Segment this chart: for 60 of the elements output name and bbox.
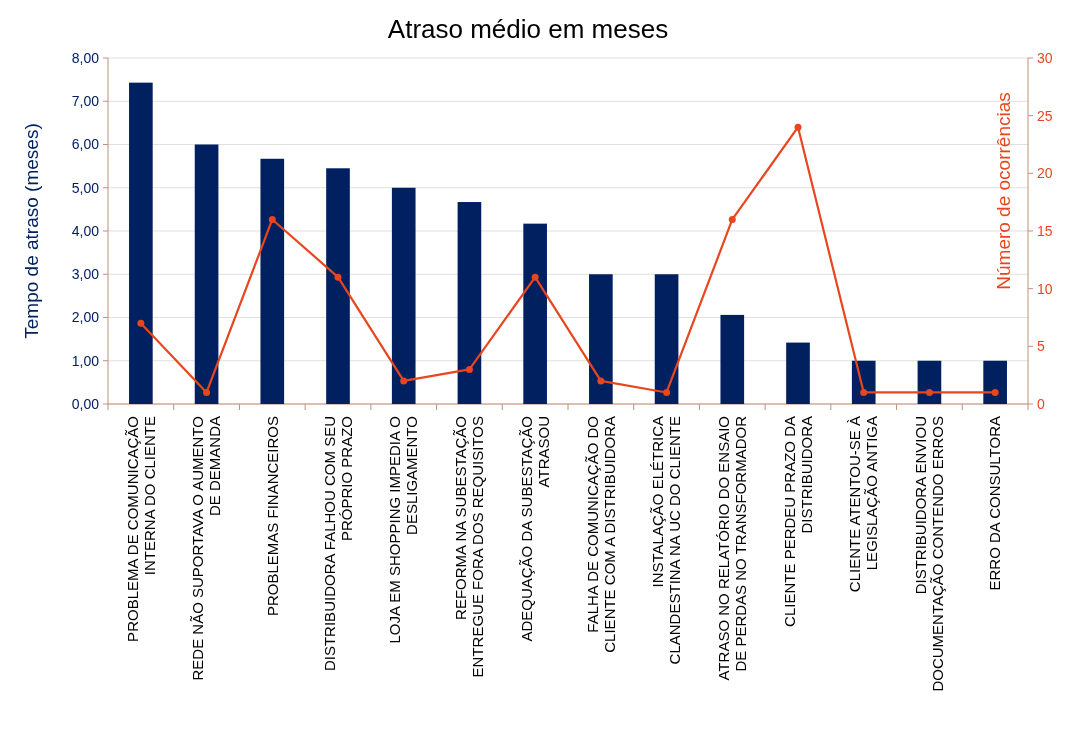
bar <box>326 168 350 404</box>
y-tick-label: 6,00 <box>71 136 100 153</box>
x-tick-label: CLIENTE PERDEU PRAZO DA DISTRIBUIDORA <box>780 416 815 627</box>
point <box>465 365 473 373</box>
bar <box>391 187 416 404</box>
x-tick-label: DISTRIBUIDORA ENVIOU DOCUMENTAÇÃO CONTENDO ERROS <box>912 416 947 692</box>
point <box>137 319 145 327</box>
point <box>663 388 671 396</box>
y2-tick-label: 0 <box>1037 395 1045 412</box>
y-tick-label: 3,00 <box>71 266 100 283</box>
x-tick-label: PROBLEMA DE COMUNICAÇÃO INTERNA DO CLIENTE <box>123 416 158 642</box>
y-tick-label: 5,00 <box>71 179 100 196</box>
x-tick-label: PROBLEMAS FINANCEIROS <box>263 416 281 617</box>
bar <box>129 82 153 404</box>
bar <box>589 274 613 404</box>
point <box>203 388 211 396</box>
point <box>597 377 605 385</box>
y-tick-label: 8,00 <box>71 49 100 66</box>
point <box>531 273 539 281</box>
x-tick-label: ADEQUAÇÃO DA SUBESTAÇÃO ATRASOU <box>517 416 552 642</box>
bar <box>983 360 1007 404</box>
y-tick-label: 0,00 <box>71 395 100 412</box>
bar <box>523 223 547 404</box>
x-tick-label: CLIENTE ATENTOU-SE À LEGISLAÇÃO ANTIGA <box>846 416 881 593</box>
y-tick-label: 1,00 <box>71 352 100 369</box>
bar <box>786 342 810 404</box>
x-tick-label: DISTRIBUIDORA FALHOU COM SEU PRÓPRIO PRAZO <box>320 416 355 672</box>
point <box>925 388 933 396</box>
point <box>991 388 999 396</box>
point <box>860 388 868 396</box>
point <box>728 215 736 223</box>
chart-title: Atraso médio em meses <box>387 14 669 44</box>
y2-tick-label: 15 <box>1037 222 1053 239</box>
y-tick-label: 4,00 <box>71 222 100 239</box>
point <box>334 273 342 281</box>
y-tick-label: 2,00 <box>71 309 100 326</box>
x-tick-label: REDE NÃO SUPORTAVA O AUMENTO DE DEMANDA <box>189 416 224 681</box>
point <box>794 123 802 131</box>
y2-tick-label: 20 <box>1037 165 1053 182</box>
x-tick-label: ATRASO NO RELATÓRIO DO ENSAIO DE PERDAS NO TRANSFORMADOR <box>715 415 750 681</box>
x-tick-label: INSTALAÇÃO ELÉTRICA CLANDESTINA NA UC DO CLIENTE <box>649 416 684 665</box>
bar <box>654 274 679 404</box>
x-tick-label: REFORMA NA SUBESTAÇÃO ENTREGUE FORA DOS REQUISITOS <box>452 416 487 678</box>
y2-tick-label: 25 <box>1037 107 1053 124</box>
bar <box>260 158 285 404</box>
y-axis-title: Tempo de atraso (meses) <box>21 123 42 339</box>
y2-tick-label: 5 <box>1037 338 1045 355</box>
x-tick-label: FALHA DE COMUNICAÇÃO DO CLIENTE COM A DISTRIBUIDORA <box>583 416 618 653</box>
bar <box>194 144 219 404</box>
bar <box>457 202 482 404</box>
point <box>268 215 276 223</box>
bar <box>720 314 745 404</box>
y2-tick-label: 10 <box>1037 280 1053 297</box>
y2-axis-title: Número de ocorrências <box>993 92 1014 290</box>
x-tick-label: LOJA EM SHOPPING IMPEDIA O DESLIGAMENTO <box>386 416 421 644</box>
point <box>400 377 408 385</box>
y-tick-label: 7,00 <box>71 93 100 110</box>
bar <box>917 360 942 404</box>
y2-tick-label: 30 <box>1037 49 1053 66</box>
x-tick-label: ERRO DA CONSULTORA <box>986 416 1004 591</box>
